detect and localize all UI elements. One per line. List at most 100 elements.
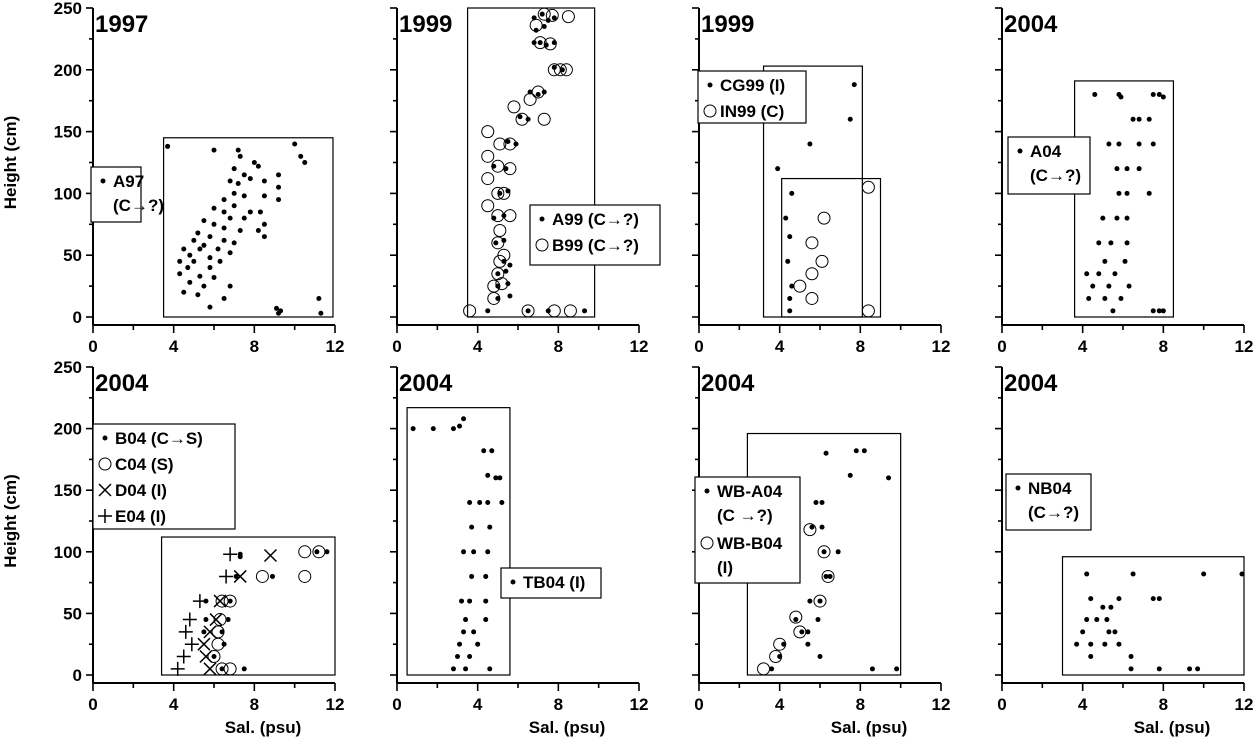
- data-point-tb04: [485, 549, 491, 555]
- data-point-wb-a04: [886, 475, 892, 481]
- data-point-a99: [503, 268, 509, 274]
- data-point-a97: [255, 163, 261, 169]
- panel-title: 1999: [399, 11, 452, 38]
- data-point-a97: [247, 209, 253, 215]
- data-point-tb04: [481, 448, 487, 454]
- data-point-c04: [255, 569, 269, 583]
- data-point-e04: [184, 637, 199, 652]
- x-tick-label: 0: [392, 695, 401, 714]
- data-box: [406, 407, 511, 676]
- legend-marker-nb04: [1015, 485, 1021, 491]
- panel-title: 2004: [1004, 11, 1058, 38]
- panel-title: 1997: [95, 11, 148, 38]
- data-point-a97: [276, 197, 282, 203]
- data-point-in99: [861, 180, 875, 194]
- y-tick-label: 250: [54, 358, 82, 377]
- data-point-cg99: [851, 82, 857, 88]
- data-point-a99: [539, 11, 545, 17]
- data-point-a99: [525, 116, 531, 122]
- data-point-a99: [531, 15, 537, 21]
- data-point-a04: [1114, 166, 1120, 172]
- data-point-nb04: [1094, 617, 1100, 623]
- data-point-wb-a04: [847, 472, 853, 478]
- data-point-a04: [1122, 258, 1128, 264]
- data-point-in99: [805, 236, 819, 250]
- legend-label-a99: A99 (C→?): [552, 210, 639, 229]
- data-point-wb-a04: [819, 524, 825, 530]
- data-point-tb04: [485, 472, 491, 478]
- legend-marker-wb-b04: [700, 536, 714, 550]
- data-point-tb04: [475, 641, 481, 647]
- data-point-tb04: [430, 426, 436, 432]
- data-point-b99: [537, 7, 551, 21]
- data-point-nb04: [1112, 629, 1118, 635]
- data-point-c04: [223, 594, 237, 608]
- data-point-nb04: [1106, 629, 1112, 635]
- data-point-wb-a04: [769, 666, 775, 672]
- data-point-a04: [1160, 308, 1166, 314]
- data-point-a04: [1096, 240, 1102, 246]
- legend-label-wb-b04: WB-B04: [717, 534, 783, 553]
- x-tick-label: 4: [1078, 695, 1088, 714]
- data-point-a04: [1156, 92, 1162, 98]
- legend-marker-cg99: [707, 82, 713, 88]
- chart-panel-1: 0 50 100 150 200 250 0 4 8 12 Height (cm) 1997 A97 (C…: [1, 0, 344, 356]
- data-point-tb04: [469, 573, 475, 579]
- data-point-wb-a04: [799, 629, 805, 635]
- data-point-b04: [237, 554, 243, 560]
- legend-label-b99: B99 (C→?): [552, 236, 639, 255]
- data-point-a99: [535, 92, 541, 98]
- data-point-a97: [211, 221, 217, 227]
- data-point-tb04: [483, 573, 489, 579]
- data-point-a99: [501, 258, 507, 264]
- data-point-a97: [241, 172, 247, 178]
- data-point-nb04: [1084, 571, 1090, 577]
- data-point-wb-a04: [853, 448, 859, 454]
- data-point-tb04: [455, 654, 460, 660]
- x-tick-label: 8: [1159, 337, 1168, 356]
- legend-box: [529, 204, 661, 266]
- data-point-wb-a04: [777, 654, 783, 660]
- data-point-wb-a04: [894, 666, 900, 672]
- data-point-b04: [203, 617, 209, 623]
- data-box: [781, 177, 882, 318]
- data-point-in99: [805, 291, 819, 305]
- x-tick-label: 4: [1078, 337, 1088, 356]
- data-point-wb-a04: [819, 500, 825, 506]
- data-point-a97: [217, 258, 223, 264]
- data-point-a97: [235, 147, 241, 153]
- data-point-b04: [241, 666, 247, 672]
- data-point-a04: [1110, 308, 1116, 314]
- data-point-a99: [503, 166, 509, 172]
- data-point-nb04: [1187, 666, 1193, 672]
- data-point-a97: [261, 178, 267, 184]
- data-point-a97: [215, 246, 221, 252]
- data-point-cg99: [787, 234, 793, 240]
- data-point-nb04: [1201, 571, 1207, 577]
- data-point-a97: [191, 258, 197, 264]
- data-point-b04: [324, 549, 330, 555]
- data-point-a04: [1096, 271, 1102, 277]
- x-tick-label: 8: [250, 337, 259, 356]
- data-box: [160, 536, 336, 676]
- data-point-a97: [255, 227, 261, 233]
- data-point-in99: [861, 304, 875, 318]
- data-point-a04: [1136, 166, 1142, 172]
- data-point-a97: [165, 143, 171, 149]
- data-point-d04: [213, 594, 227, 608]
- x-tick-label: 12: [1235, 695, 1254, 714]
- data-point-a04: [1130, 116, 1136, 122]
- data-point-a04: [1116, 190, 1122, 196]
- data-point-wb-a04: [827, 573, 833, 579]
- data-point-a97: [221, 225, 227, 231]
- data-point-a99: [493, 240, 499, 246]
- data-point-tb04: [477, 500, 483, 506]
- panel-title: 2004: [95, 370, 149, 397]
- y-tick-label: 100: [54, 543, 82, 562]
- x-tick-label: 4: [473, 337, 483, 356]
- data-point-a99: [501, 237, 507, 243]
- panel-title: 2004: [399, 370, 453, 397]
- data-point-a04: [1126, 283, 1132, 289]
- data-point-b99: [481, 172, 495, 186]
